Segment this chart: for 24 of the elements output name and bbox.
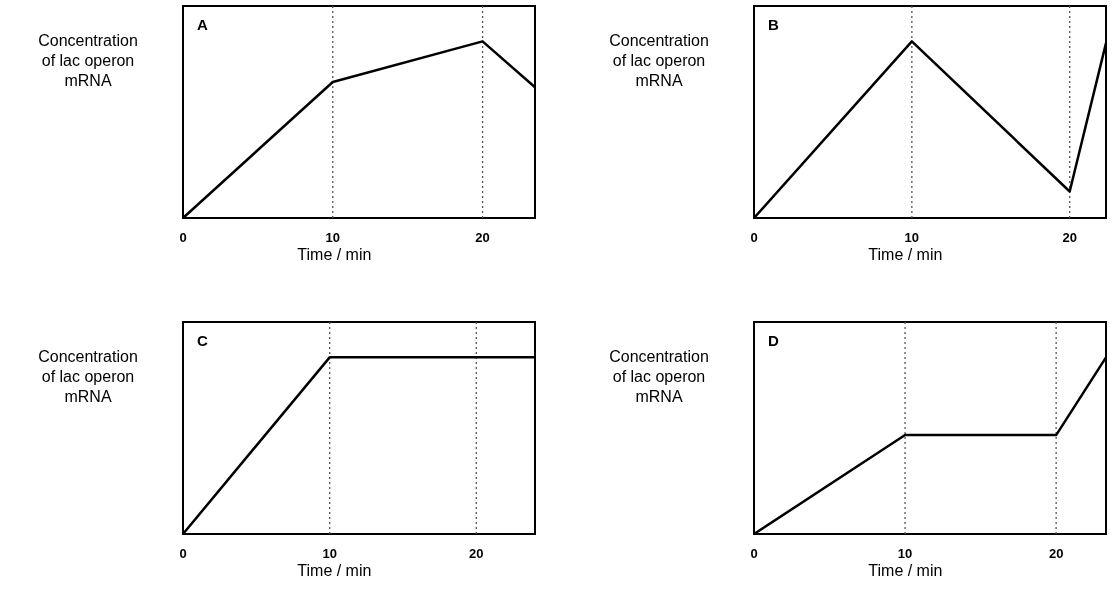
x-tick-label: 10 bbox=[904, 230, 920, 245]
x-tick-label: 0 bbox=[179, 230, 187, 245]
y-axis-title: Concentration of lac operon mRNA bbox=[38, 348, 138, 405]
y-axis-title: Concentration of lac operon mRNA bbox=[609, 348, 709, 405]
x-tick-label: 0 bbox=[750, 230, 758, 245]
x-axis-title: Time / min bbox=[868, 246, 943, 263]
chart-title: D bbox=[768, 332, 779, 349]
x-tick-label: 10 bbox=[325, 230, 341, 245]
x-tick-label: 20 bbox=[469, 546, 484, 561]
x-axis-title: Time / min bbox=[297, 246, 372, 263]
y-axis-title: Concentration of lac operon mRNA bbox=[38, 32, 138, 89]
x-axis-title: Time / min bbox=[868, 562, 943, 579]
x-tick-label: 0 bbox=[750, 546, 758, 561]
x-tick-label: 20 bbox=[475, 230, 490, 245]
chart-title: B bbox=[768, 16, 779, 33]
x-tick-label: 10 bbox=[322, 546, 337, 561]
x-tick-label: 20 bbox=[1062, 230, 1077, 245]
chart-title: C bbox=[197, 332, 208, 349]
x-axis-title: Time / min bbox=[297, 562, 372, 579]
y-axis-title: Concentration of lac operon mRNA bbox=[609, 32, 709, 89]
chart-title: A bbox=[197, 16, 208, 33]
x-tick-label: 20 bbox=[1048, 546, 1064, 561]
x-tick-label: 0 bbox=[179, 546, 187, 561]
x-tick-label: 10 bbox=[897, 546, 913, 561]
